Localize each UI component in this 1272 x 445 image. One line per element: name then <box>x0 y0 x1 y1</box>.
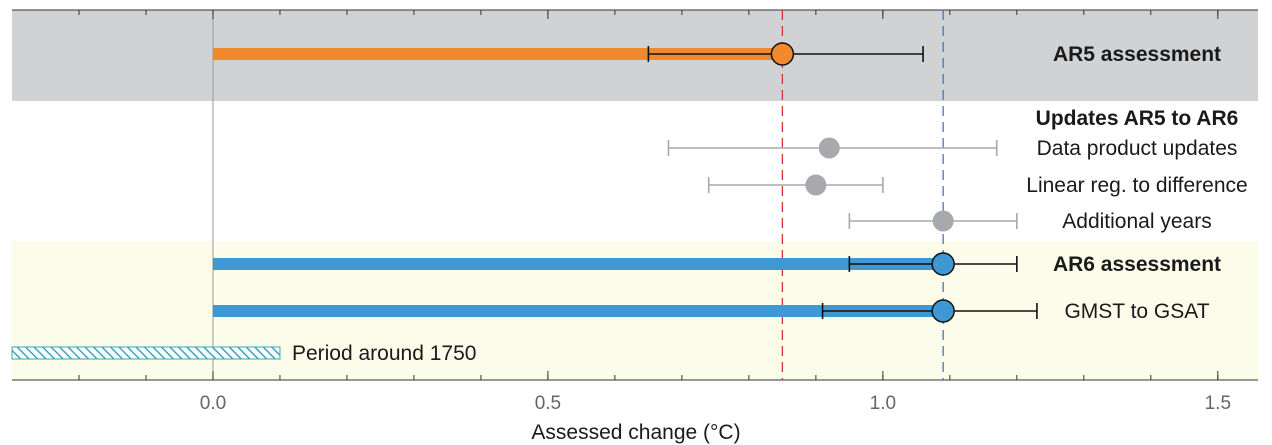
point-gmst-to-gsat <box>931 299 955 323</box>
row-label-period-around-1750: Period around 1750 <box>292 342 476 365</box>
x-tick-label: 1.0 <box>870 393 896 414</box>
x-tick-label: 1.5 <box>1205 393 1231 414</box>
range-bar-period-around-1750 <box>11 346 281 360</box>
point-ar5-assessment <box>770 42 795 66</box>
bar-ar5-assessment <box>212 48 783 60</box>
point-linear-reg-to-difference <box>805 174 827 196</box>
row-label-ar5-assessment: AR5 assessment <box>1053 43 1221 66</box>
row-label-updates-ar5-to-ar6: Updates AR5 to AR6 <box>1036 107 1239 130</box>
point-data-product-updates <box>818 137 840 159</box>
row-label-linear-reg-to-difference: Linear reg. to difference <box>1026 174 1247 197</box>
row-label-gmst-to-gsat: GMST to GSAT <box>1064 300 1209 323</box>
point-ar6-assessment <box>931 252 955 276</box>
x-tick-label: 0.0 <box>200 393 226 414</box>
row-label-data-product-updates: Data product updates <box>1037 137 1238 160</box>
point-additional-years <box>932 210 954 232</box>
bar-gmst-to-gsat <box>212 305 944 317</box>
row-label-ar6-assessment: AR6 assessment <box>1053 253 1221 276</box>
x-tick-label: 0.5 <box>535 393 561 414</box>
axis-layer: 0.0 0.5 1.0 1.5 <box>12 9 1258 414</box>
row-label-additional-years: Additional years <box>1062 210 1211 233</box>
bar-ar6-assessment <box>212 258 944 270</box>
marks-layer <box>11 42 1038 360</box>
x-axis-title: Assessed change (°C) <box>531 421 740 444</box>
row-label-layer: AR5 assessment Updates AR5 to AR6 Data pro… <box>292 43 1248 365</box>
